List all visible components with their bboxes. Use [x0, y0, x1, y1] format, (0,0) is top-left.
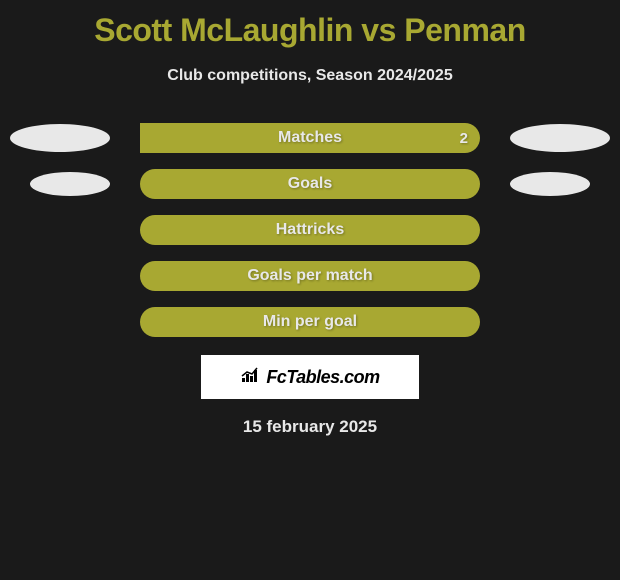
stat-row-goals-per-match: Goals per match — [0, 261, 620, 291]
logo-text: FcTables.com — [266, 367, 379, 388]
stat-row-hattricks: Hattricks — [0, 215, 620, 245]
logo-box[interactable]: FcTables.com — [201, 355, 419, 399]
stats-container: Matches 2 Goals Hattricks Goals per matc… — [0, 123, 620, 337]
date-label: 15 february 2025 — [0, 417, 620, 437]
left-decoration-ellipse — [30, 172, 110, 196]
stat-bar-matches: Matches 2 — [140, 123, 480, 153]
stat-label: Hattricks — [276, 221, 344, 239]
stat-bar-goals: Goals — [140, 169, 480, 199]
stat-label: Goals per match — [247, 267, 372, 285]
stat-row-min-per-goal: Min per goal — [0, 307, 620, 337]
stat-label: Min per goal — [263, 313, 357, 331]
right-decoration-ellipse — [510, 172, 590, 196]
stat-bar-goals-per-match: Goals per match — [140, 261, 480, 291]
stat-row-goals: Goals — [0, 169, 620, 199]
stat-label: Goals — [288, 175, 332, 193]
stat-label: Matches — [278, 129, 342, 147]
right-decoration-ellipse — [510, 124, 610, 152]
page-title: Scott McLaughlin vs Penman — [0, 0, 620, 49]
stat-row-matches: Matches 2 — [0, 123, 620, 153]
chart-icon — [240, 366, 262, 389]
subtitle: Club competitions, Season 2024/2025 — [0, 67, 620, 85]
stat-value: 2 — [460, 130, 468, 147]
stat-bar-min-per-goal: Min per goal — [140, 307, 480, 337]
stat-bar-hattricks: Hattricks — [140, 215, 480, 245]
left-decoration-ellipse — [10, 124, 110, 152]
